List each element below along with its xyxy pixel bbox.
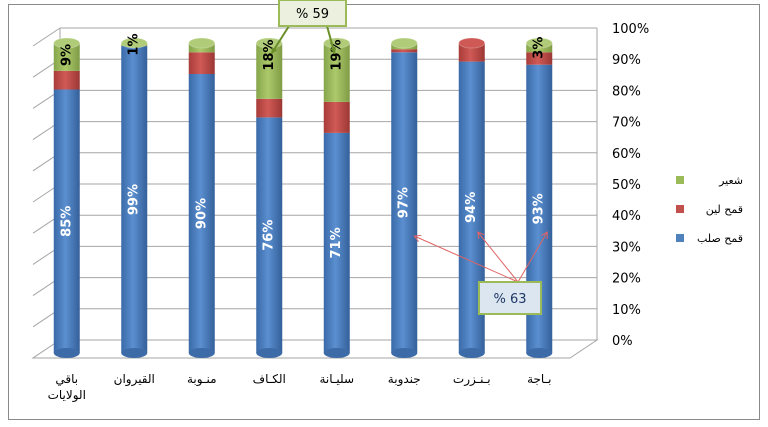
category-label: باقي bbox=[55, 372, 78, 386]
bar-top bbox=[53, 37, 81, 49]
callout-box bbox=[478, 281, 542, 315]
bar-segment-0-5 bbox=[391, 52, 418, 354]
data-label: 18% bbox=[262, 39, 277, 70]
y-tick-label: 10% bbox=[612, 303, 641, 318]
data-label: 93% bbox=[532, 193, 547, 224]
y-tick-label: 40% bbox=[612, 209, 641, 224]
legend-label: شعير bbox=[718, 174, 743, 187]
callout-arrow bbox=[517, 231, 548, 283]
bar-top bbox=[120, 37, 148, 49]
bar-segment-0-3 bbox=[256, 117, 283, 354]
bar-base bbox=[188, 348, 215, 358]
bar-segment-0-1 bbox=[121, 46, 148, 353]
data-label: 76% bbox=[262, 220, 277, 251]
gridline-side bbox=[32, 27, 61, 47]
category-label: القيروان bbox=[114, 372, 155, 387]
callout-text: % 59 bbox=[296, 7, 329, 22]
bar-base bbox=[323, 348, 350, 358]
data-label: 71% bbox=[329, 227, 344, 258]
callout-arrowhead bbox=[413, 234, 422, 242]
y-tick-label: 100% bbox=[612, 22, 649, 37]
legend-swatch bbox=[676, 234, 684, 242]
category-label: الكـاف bbox=[253, 372, 286, 386]
y-tick-label: 50% bbox=[612, 178, 641, 193]
bar-segment-2-3 bbox=[256, 43, 283, 99]
y-tick-label: 30% bbox=[612, 240, 641, 255]
callout-arrowhead bbox=[330, 47, 337, 54]
bar-top bbox=[525, 37, 553, 49]
x-axis-categories: باقي الولايات القيروان منـوبة الكـاف سليـانة ج… bbox=[48, 372, 552, 403]
bar-segment-1-3 bbox=[256, 98, 283, 118]
legend-swatch bbox=[676, 205, 684, 213]
data-label: 9% bbox=[59, 44, 74, 66]
bar-segment-1-6 bbox=[458, 43, 485, 62]
callout-arrow bbox=[414, 235, 519, 283]
bar-top bbox=[188, 37, 216, 49]
category-label: سليـانة bbox=[319, 372, 354, 386]
callout-text: % 63 bbox=[493, 292, 526, 307]
bar-segment-1-5 bbox=[391, 49, 418, 53]
bar-top bbox=[458, 37, 486, 49]
y-tick-label: 90% bbox=[612, 53, 641, 68]
bar-base bbox=[53, 348, 80, 358]
bar-segment-1-0 bbox=[53, 70, 80, 90]
callout-box bbox=[278, 0, 347, 27]
y-tick-label: 0% bbox=[612, 334, 633, 349]
callout-arrowhead bbox=[540, 231, 548, 240]
bar-base bbox=[391, 348, 418, 358]
data-label: 97% bbox=[397, 187, 412, 218]
callout-arrowhead bbox=[271, 47, 278, 54]
category-label: الولايات bbox=[48, 388, 86, 403]
legend-label: قمح صلب bbox=[697, 232, 743, 245]
bar-segment-1-2 bbox=[188, 52, 215, 74]
chart-floor bbox=[31, 339, 599, 359]
bar-top bbox=[390, 37, 418, 49]
bar-base bbox=[256, 348, 283, 358]
category-label: بـاجة bbox=[527, 372, 551, 386]
category-label: منـوبة bbox=[187, 372, 217, 387]
data-label: 85% bbox=[59, 206, 74, 237]
bar-segment-0-4 bbox=[323, 132, 350, 353]
category-label: بـنـزرت bbox=[453, 372, 491, 387]
data-label: 1% bbox=[127, 34, 142, 56]
data-label: 3% bbox=[532, 37, 547, 59]
chart-legend: شعير قمح لين قمح صلب bbox=[676, 174, 743, 245]
y-tick-label: 60% bbox=[612, 147, 641, 162]
bar-segment-0-2 bbox=[188, 74, 215, 353]
y-axis-ticks: 0% 10% 20% 30% 40% 50% 60% 70% 80% 90% 100% bbox=[612, 22, 649, 349]
category-label: جندوبة bbox=[388, 372, 421, 387]
chart-callouts: % 59 % 63 bbox=[270, 0, 548, 315]
bar-segment-0-0 bbox=[53, 89, 80, 353]
chart-data-labels: 85%9%99%1%90%76%18%71%19%97% 94% 93%3% bbox=[59, 34, 547, 259]
callout-arrowhead bbox=[477, 231, 485, 239]
bar-base bbox=[526, 348, 553, 358]
data-label: 94% bbox=[464, 192, 479, 223]
bar-segment-1-4 bbox=[323, 101, 350, 133]
callout-arrow bbox=[477, 231, 519, 283]
y-tick-label: 70% bbox=[612, 116, 641, 131]
data-label: 99% bbox=[127, 184, 142, 215]
bar-segment-2-4 bbox=[323, 43, 350, 102]
y-tick-label: 20% bbox=[612, 272, 641, 287]
legend-swatch bbox=[676, 176, 684, 184]
legend-label: قمح لين bbox=[706, 203, 743, 216]
data-label: 90% bbox=[194, 198, 209, 229]
bar-segment-1-7 bbox=[526, 52, 553, 65]
bar-base bbox=[458, 348, 485, 358]
bar-base bbox=[121, 348, 148, 358]
y-tick-label: 80% bbox=[612, 84, 641, 99]
